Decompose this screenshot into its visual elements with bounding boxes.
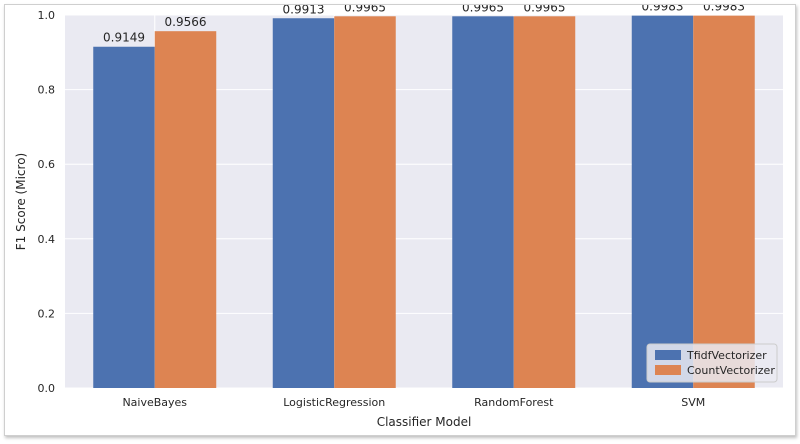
bar-value-label: 0.9965 xyxy=(462,5,504,14)
y-tick-label: 0.6 xyxy=(38,158,56,171)
bar-tfidf xyxy=(93,46,155,388)
bar-tfidf xyxy=(452,16,514,388)
bar-count xyxy=(513,16,576,388)
bar-tfidf xyxy=(272,18,335,389)
y-tick-label: 0.8 xyxy=(38,84,56,97)
y-tick-label: 0.4 xyxy=(38,233,56,246)
x-tick-label: RandomForest xyxy=(474,396,554,409)
bar-value-label: 0.9983 xyxy=(703,5,745,14)
bar-chart: 0.9149 0.9566 0.9913 0.9965 0.9965 0.9965 0.99… xyxy=(14,5,783,429)
y-tick-label: 1.0 xyxy=(38,9,56,22)
x-tick-label: SVM xyxy=(681,396,705,409)
y-tick-label: 0.0 xyxy=(38,382,56,395)
y-axis-ticks: 0.0 0.2 0.4 0.6 0.8 1.0 xyxy=(38,9,56,395)
x-axis-ticks: NaiveBayes LogisticRegression RandomForest… xyxy=(122,396,705,409)
legend-swatch-count xyxy=(655,365,681,375)
bar-value-label: 0.9983 xyxy=(642,5,684,14)
x-tick-label: NaiveBayes xyxy=(122,396,187,409)
bar-value-label: 0.9965 xyxy=(524,5,566,14)
data-labels: 0.9149 0.9566 0.9913 0.9965 0.9965 0.9965 0.99… xyxy=(103,5,745,45)
legend-label-tfidf: TfidfVectorizer xyxy=(686,349,767,362)
bar-count xyxy=(154,31,217,388)
bar-count xyxy=(693,15,755,389)
y-tick-label: 0.2 xyxy=(38,307,56,320)
bar-count xyxy=(334,16,396,388)
legend-label-count: CountVectorizer xyxy=(687,364,775,377)
x-axis-label: Classifier Model xyxy=(377,415,472,429)
bar-value-label: 0.9566 xyxy=(165,15,207,29)
legend: TfidfVectorizer CountVectorizer xyxy=(646,343,778,383)
bar-value-label: 0.9149 xyxy=(103,31,145,45)
y-axis-label: F1 Score (Micro) xyxy=(14,153,28,250)
chart-frame: 0.9149 0.9566 0.9913 0.9965 0.9965 0.9965 0.99… xyxy=(4,4,796,436)
bars xyxy=(93,15,755,389)
bar-value-label: 0.9965 xyxy=(344,5,386,14)
x-tick-label: LogisticRegression xyxy=(283,396,385,409)
bar-value-label: 0.9913 xyxy=(283,5,325,16)
bar-tfidf xyxy=(631,15,694,389)
legend-swatch-tfidf xyxy=(655,350,681,360)
